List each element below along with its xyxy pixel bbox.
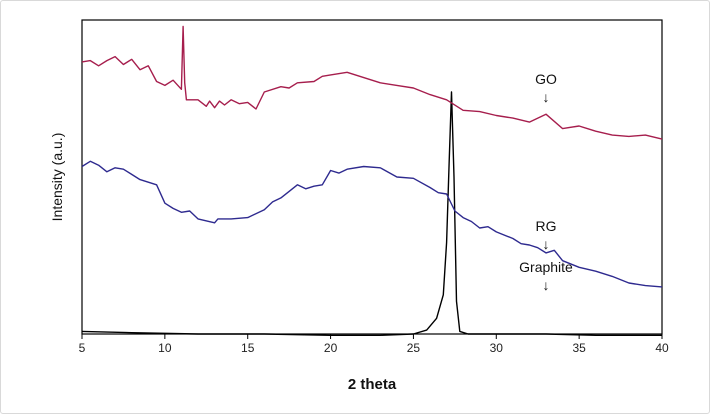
series-label-graphite: Graphite <box>519 259 573 275</box>
series-label-go: GO <box>535 71 557 87</box>
x-tick-label: 30 <box>490 341 504 355</box>
series-labels: Graphite ↓ GO ↓ RG ↓ <box>519 71 573 293</box>
x-tick-label: 20 <box>324 341 338 355</box>
x-tick-label: 40 <box>655 341 669 355</box>
x-tick-label: 15 <box>241 341 255 355</box>
series-arrow-go: ↓ <box>543 89 550 105</box>
series-line-rg <box>81 160 663 288</box>
series-arrow-graphite: ↓ <box>543 277 550 293</box>
series-line-graphite <box>81 91 662 336</box>
x-tick-label: 5 <box>79 341 86 355</box>
x-axis-title: 2 theta <box>348 376 397 393</box>
x-tick-label: 10 <box>158 341 172 355</box>
x-tick-label: 35 <box>572 341 586 355</box>
y-axis-title: Intensity (a.u.) <box>49 133 65 222</box>
plot-area <box>81 19 663 335</box>
x-axis: 5 10 15 20 25 30 35 40 <box>79 334 669 355</box>
x-tick-label: 25 <box>407 341 421 355</box>
series-arrow-rg: ↓ <box>543 236 550 252</box>
series-line-go <box>81 25 663 140</box>
series-label-rg: RG <box>536 218 557 234</box>
series-layer <box>81 25 663 336</box>
